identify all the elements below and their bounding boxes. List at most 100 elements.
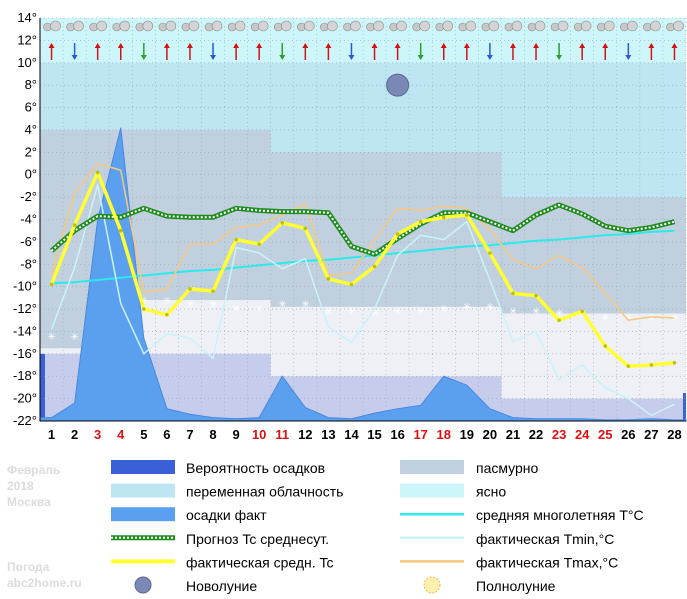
fact-avg-point (418, 219, 423, 224)
tmin-line (50, 184, 675, 417)
wind-arrow-head-icon (371, 43, 378, 48)
x-tick-label: 5 (140, 427, 147, 442)
legend-label: фактическая средн. Tc (186, 554, 334, 570)
x-tick-label: 14 (344, 427, 359, 442)
snowflake-icon: ✳ (186, 300, 194, 311)
site-label: Погода (7, 560, 50, 574)
wind-arrow-head-icon (210, 55, 217, 60)
fact-avg-point (49, 282, 54, 287)
wind-arrow-head-icon (509, 43, 516, 48)
cloud-icon (419, 20, 430, 32)
legend-swatch (111, 507, 175, 522)
x-tick-label: 18 (437, 427, 451, 442)
cloud-icon (603, 20, 615, 32)
wind-arrow-head-icon (186, 43, 193, 48)
wind-arrow-head-icon (117, 43, 124, 48)
fact-avg-point (672, 360, 677, 365)
snowflake-icon: ✳ (347, 306, 355, 317)
fact-avg-point (511, 291, 515, 296)
fact-avg-point (188, 287, 192, 291)
x-tick-label: 2 (71, 427, 78, 442)
x-tick-label: 21 (506, 427, 520, 442)
wind-arrow-head-icon (279, 55, 286, 60)
wind-arrow-head-icon (140, 55, 147, 60)
y-tick-label: 8° (25, 77, 37, 92)
x-tick-label: 17 (413, 427, 427, 442)
fact-avg-point (557, 318, 561, 323)
x-tick-label: 4 (117, 427, 125, 442)
y-tick-label: 2° (25, 144, 37, 159)
x-tick-label: 22 (529, 427, 543, 442)
wind-arrow-head-icon (602, 43, 609, 48)
wind-arrow-head-icon (648, 43, 655, 48)
cloud-icon (73, 20, 84, 32)
x-tick-label: 24 (575, 427, 590, 442)
city-label: Москва (7, 495, 51, 509)
fact-avg-point (649, 363, 654, 367)
legend-swatch (400, 483, 464, 498)
cloud-icon (580, 20, 592, 32)
snowflake-icon: ✳ (324, 306, 332, 317)
weather-icon-row (43, 20, 684, 60)
fact-avg-point (372, 264, 377, 269)
y-tick-label: 12° (17, 32, 37, 47)
snowflake-icon: ✳ (486, 302, 494, 313)
y-tick-label: -14° (13, 323, 37, 338)
snowflake-icon: ✳ (255, 304, 263, 315)
x-tick-label: 9 (232, 427, 239, 442)
snowflake-icon: ✳ (209, 300, 217, 311)
precipitation-layer (39, 127, 687, 422)
precip-probability-area (270, 306, 502, 377)
cloud-icon (327, 20, 338, 32)
snowflake-icon: ✳ (71, 332, 79, 343)
forecast-line-dots (50, 203, 675, 256)
wind-arrow-head-icon (325, 43, 332, 48)
year-label: 2018 (7, 479, 34, 493)
snowflake-icon: ✳ (232, 304, 240, 315)
snowflake-icon: ✳ (601, 313, 609, 324)
month-label: Февраль (7, 463, 60, 477)
wind-arrow-head-icon (394, 43, 401, 48)
y-tick-label: -8° (20, 256, 37, 271)
precip-probability-bar (40, 353, 45, 421)
precip-fact-area (39, 127, 687, 422)
snowflake-icon: ✳ (670, 313, 678, 324)
wind-arrow-head-icon (71, 55, 78, 60)
precip-probability-bar (683, 393, 686, 421)
site-url: abc2home.ru (7, 576, 82, 590)
legend-label: Прогноз Tc среднесут. (186, 531, 329, 547)
legend-label: фактическая Tmin,°C (476, 531, 614, 547)
legend-label: осадки факт (186, 507, 267, 523)
y-tick-label: -20° (13, 391, 37, 406)
full-moon-icon (423, 576, 441, 594)
moon-layer (386, 73, 410, 97)
y-tick-label: -10° (13, 279, 37, 294)
snowflake-icon: ✳ (163, 296, 171, 307)
x-tick-label: 10 (252, 427, 266, 442)
fact-avg-point (211, 289, 215, 293)
wind-arrow-head-icon (671, 43, 678, 48)
y-tick-label: -6° (20, 234, 37, 249)
snowflake-icon: ✳ (555, 309, 563, 320)
legend-swatch (111, 483, 175, 498)
y-tick-label: -22° (13, 413, 37, 428)
x-tick-label: 28 (667, 427, 681, 442)
wind-arrow-head-icon (417, 55, 424, 60)
x-tick-label: 25 (598, 427, 612, 442)
x-tick-label: 16 (390, 427, 404, 442)
fact-avg-point (603, 344, 608, 348)
legend-label: ясно (476, 484, 506, 500)
fact-avg-point (95, 170, 100, 175)
y-tick-label: 14° (17, 10, 37, 25)
wind-arrow-head-icon (556, 55, 563, 60)
cloud-icon (534, 20, 546, 32)
snowflake-icon: ✳ (371, 309, 379, 320)
fact-avg-point (465, 213, 469, 217)
x-tick-label: 12 (298, 427, 312, 442)
snowflake-icon: ✳ (532, 306, 540, 317)
cloud-icon (234, 20, 246, 32)
legend-label: Вероятность осадков (186, 460, 325, 476)
cloud-icon (465, 20, 477, 32)
cloud-icon (304, 20, 315, 32)
